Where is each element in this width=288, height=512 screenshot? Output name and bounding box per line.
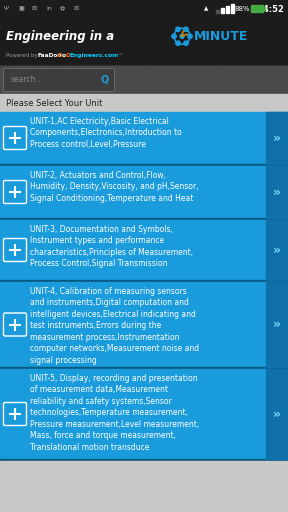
Bar	[251, 5, 263, 12]
Text: MINUTE: MINUTE	[194, 30, 248, 42]
Text: Ψ: Ψ	[4, 7, 9, 11]
Bar	[266, 112, 288, 164]
Bar	[266, 282, 288, 367]
Text: ▲: ▲	[204, 7, 208, 11]
FancyBboxPatch shape	[3, 181, 26, 203]
Circle shape	[184, 41, 188, 46]
Text: Powered by: Powered by	[6, 53, 39, 58]
Text: »: »	[273, 132, 281, 144]
Text: UNIT-1,AC Electricity,Basic Electrical
Components,Electronics,Introduction to
Pr: UNIT-1,AC Electricity,Basic Electrical C…	[30, 117, 182, 149]
FancyBboxPatch shape	[3, 239, 26, 262]
FancyBboxPatch shape	[3, 126, 26, 150]
Text: o: o	[62, 53, 66, 58]
Text: D: D	[66, 53, 71, 58]
Circle shape	[180, 34, 184, 38]
Bar	[216, 10, 219, 13]
Bar	[231, 4, 234, 13]
Circle shape	[184, 27, 188, 32]
Text: »: »	[273, 244, 281, 257]
Bar	[0, 94, 288, 112]
Text: »: »	[273, 408, 281, 420]
Bar	[0, 218, 288, 220]
Text: in: in	[46, 7, 52, 11]
Text: 14:52: 14:52	[257, 5, 284, 13]
Bar	[0, 164, 288, 166]
Bar	[0, 220, 288, 280]
Bar	[266, 369, 288, 459]
Text: ▣: ▣	[18, 7, 24, 11]
Circle shape	[172, 34, 176, 38]
Text: ™: ™	[117, 53, 122, 58]
Text: UNIT-5, Display, recording and presentation
of measurement data,Measurement
reli: UNIT-5, Display, recording and presentat…	[30, 374, 199, 452]
Bar	[0, 18, 288, 66]
Text: FaaDoo: FaaDoo	[38, 53, 62, 58]
FancyBboxPatch shape	[3, 313, 26, 336]
Bar	[263, 7, 265, 10]
FancyBboxPatch shape	[3, 69, 115, 92]
Text: D: D	[58, 53, 63, 58]
Bar	[266, 220, 288, 280]
Bar	[226, 6, 229, 13]
Circle shape	[188, 34, 192, 38]
Bar	[0, 461, 288, 512]
Text: ✉: ✉	[32, 7, 37, 11]
Bar	[0, 280, 288, 282]
FancyBboxPatch shape	[3, 402, 26, 425]
Text: Engineers.com: Engineers.com	[70, 53, 119, 58]
Text: UNIT-4, Calibration of measuring sensors
and instruments,Digital computation and: UNIT-4, Calibration of measuring sensors…	[30, 287, 199, 365]
Circle shape	[176, 41, 180, 46]
Bar	[0, 282, 288, 367]
Text: Engineering in a: Engineering in a	[6, 30, 114, 42]
Bar	[0, 166, 288, 218]
Text: ✉: ✉	[74, 7, 79, 11]
Text: »: »	[273, 185, 281, 199]
Text: search...: search...	[11, 75, 43, 84]
Text: UNIT-2, Actuators and Control,Flow,
Humidity, Density,Viscosity, and pH,Sensor,
: UNIT-2, Actuators and Control,Flow, Humi…	[30, 171, 198, 203]
Text: ✿: ✿	[60, 7, 65, 11]
Text: 88%: 88%	[234, 6, 250, 12]
Bar	[0, 0, 288, 18]
Bar	[0, 367, 288, 369]
Bar	[221, 8, 224, 13]
Bar	[266, 166, 288, 218]
Text: UNIT-3, Documentation and Symbols,
Instrument types and performance
characterist: UNIT-3, Documentation and Symbols, Instr…	[30, 225, 193, 268]
Text: Q: Q	[101, 75, 109, 85]
Text: »: »	[273, 318, 281, 331]
Bar	[0, 369, 288, 459]
Bar	[0, 459, 288, 461]
Circle shape	[176, 27, 180, 32]
Bar	[0, 66, 288, 94]
Text: Please Select Your Unit: Please Select Your Unit	[6, 98, 102, 108]
Bar	[0, 112, 288, 164]
